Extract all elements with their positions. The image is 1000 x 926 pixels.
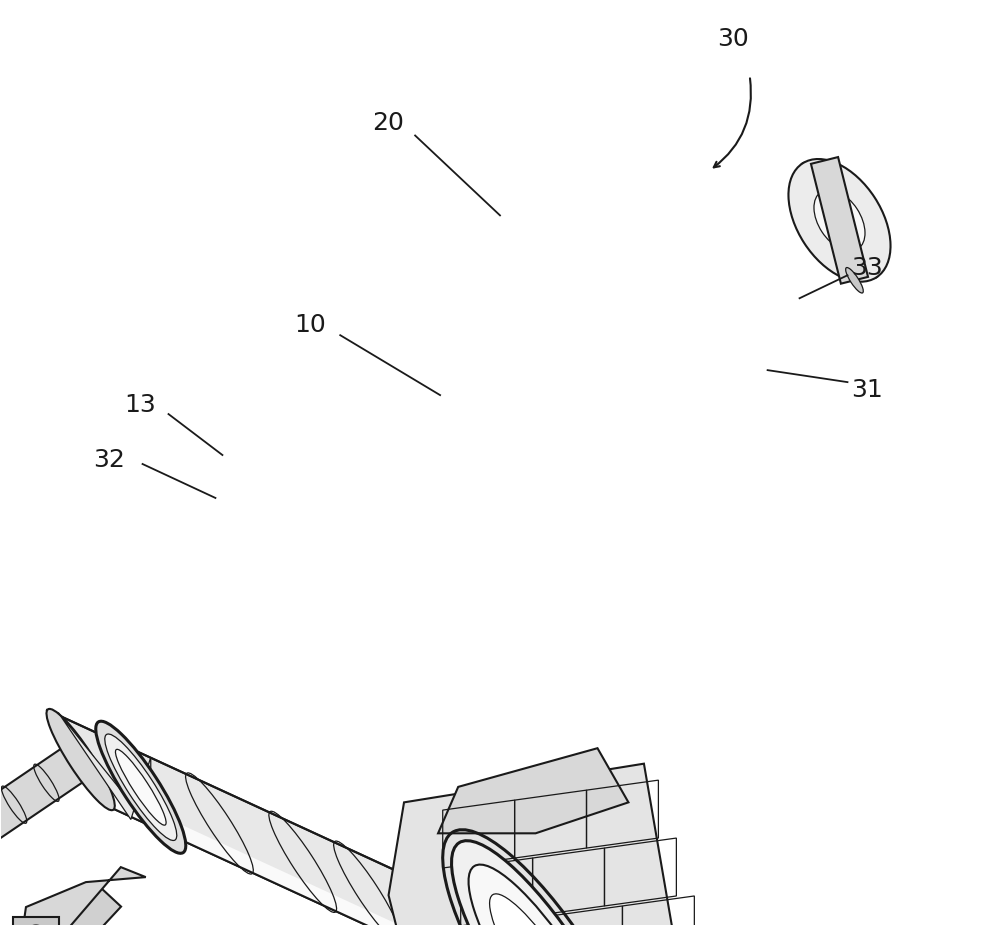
Polygon shape <box>0 888 121 926</box>
Ellipse shape <box>46 709 115 810</box>
Ellipse shape <box>105 734 177 841</box>
Text: 30: 30 <box>717 27 749 51</box>
Polygon shape <box>438 748 628 833</box>
Ellipse shape <box>469 865 618 926</box>
Ellipse shape <box>96 721 186 853</box>
Circle shape <box>26 925 46 926</box>
Ellipse shape <box>814 190 865 251</box>
Text: 33: 33 <box>852 257 883 281</box>
Polygon shape <box>0 743 92 905</box>
Ellipse shape <box>490 894 597 926</box>
Text: 10: 10 <box>294 313 326 337</box>
Polygon shape <box>13 917 59 926</box>
Text: 31: 31 <box>852 378 883 402</box>
Ellipse shape <box>846 268 863 293</box>
Ellipse shape <box>509 922 577 926</box>
Text: 13: 13 <box>125 393 156 417</box>
Polygon shape <box>21 867 146 926</box>
Text: 32: 32 <box>93 448 125 472</box>
Polygon shape <box>58 712 151 827</box>
Polygon shape <box>47 710 577 926</box>
Polygon shape <box>389 764 683 926</box>
Ellipse shape <box>800 163 879 278</box>
Ellipse shape <box>788 159 891 282</box>
Polygon shape <box>99 787 577 926</box>
Ellipse shape <box>452 841 635 926</box>
Ellipse shape <box>115 749 166 825</box>
Polygon shape <box>811 157 868 283</box>
Text: 20: 20 <box>372 110 404 134</box>
